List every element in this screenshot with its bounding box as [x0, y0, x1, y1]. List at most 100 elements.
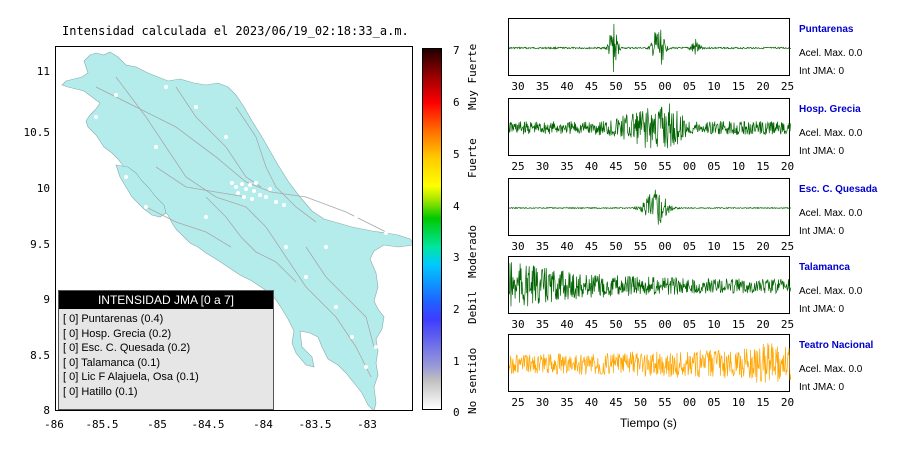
x-tick: -85 [147, 418, 167, 431]
time-tick: 30 [511, 318, 525, 331]
time-tick: 55 [633, 80, 648, 93]
trace-time-axis: 30 35 40 45 50 55 00 05 10 15 20 25 [508, 240, 794, 254]
time-tick: 55 [658, 160, 672, 173]
time-tick: 45 [584, 240, 599, 253]
time-tick: 05 [707, 396, 721, 409]
station-name: Esc. C. Quesada [799, 184, 878, 195]
time-tick: 30 [535, 160, 550, 173]
time-tick: 05 [682, 240, 697, 253]
time-tick: 40 [584, 160, 599, 173]
station-name: Hosp. Grecia [799, 104, 861, 115]
time-tick: 35 [560, 396, 574, 409]
time-tick: 50 [609, 80, 623, 93]
trace-time-axis: 30 35 40 45 50 55 00 05 10 15 20 25 [508, 80, 794, 94]
time-tick: 25 [780, 80, 795, 93]
colorbar-number: 7 [453, 44, 460, 57]
time-tick: 10 [707, 240, 721, 253]
time-tick: 25 [511, 396, 525, 409]
time-tick: 45 [584, 318, 599, 331]
y-tick: 10.5 [23, 126, 51, 139]
time-tick: 35 [535, 80, 550, 93]
time-tick: 50 [609, 240, 623, 253]
time-tick: 15 [756, 396, 770, 409]
colorbar-number: 4 [453, 200, 460, 213]
time-tick: 15 [731, 80, 746, 93]
time-tick: 25 [780, 318, 795, 331]
colorbar-number: 2 [453, 303, 460, 316]
x-tick: -83.5 [298, 418, 332, 431]
legend-row: [ 0] Lic F Alajuela, Osa (0.1) [63, 371, 199, 383]
legend-row: [ 0] Talamanca (0.1) [63, 356, 161, 369]
station-int: Int JMA: 0 [799, 382, 845, 393]
colorbar-label: No sentido [466, 347, 479, 414]
station-int: Int JMA: 0 [799, 226, 845, 237]
station-int: Int JMA: 0 [799, 304, 845, 315]
seismogram-trace [508, 178, 791, 236]
colorbar-label: Muy Fuerte [466, 43, 479, 110]
time-tick: 55 [633, 318, 648, 331]
time-tick: 25 [511, 160, 525, 173]
road-network [95, 76, 387, 378]
x-tick: -85.5 [85, 418, 119, 431]
time-tick: 55 [633, 240, 648, 253]
time-tick: 15 [731, 240, 746, 253]
time-tick: 20 [780, 396, 795, 409]
seismogram-trace [508, 18, 791, 76]
trace-time-axis: 25 30 35 40 45 50 55 00 05 10 15 20 [508, 396, 794, 410]
seismogram-trace [508, 256, 791, 314]
time-tick: 40 [560, 318, 574, 331]
costa-rica-map [61, 51, 412, 410]
x-tick: -83 [357, 418, 377, 431]
time-tick: 10 [707, 318, 721, 331]
time-tick: 20 [756, 80, 770, 93]
station-acel: Acel. Max. 0.0 [799, 208, 863, 219]
station-int: Int JMA: 0 [799, 146, 845, 157]
y-tick: 11 [36, 65, 50, 78]
time-tick: 00 [682, 396, 697, 409]
station-name: Talamanca [799, 262, 850, 273]
station-acel: Acel. Max. 0.0 [799, 364, 863, 375]
x-tick: -84.5 [191, 418, 225, 431]
intensity-colorbar [422, 48, 442, 410]
waveform [509, 343, 791, 383]
legend-title: INTENSIDAD JMA [0 a 7] [59, 291, 273, 309]
time-tick: 35 [560, 160, 574, 173]
time-tick: 55 [658, 396, 672, 409]
colorbar-number: 5 [453, 148, 460, 161]
colorbar-number: 0 [453, 406, 460, 419]
time-tick: 20 [780, 160, 795, 173]
time-tick: 20 [756, 318, 770, 331]
time-tick: 35 [535, 240, 550, 253]
time-tick: 50 [633, 160, 648, 173]
time-tick: 50 [633, 396, 648, 409]
time-tick: 10 [731, 160, 746, 173]
time-tick: 15 [756, 160, 770, 173]
colorbar-label: Debil [466, 290, 479, 324]
y-tick: 8.5 [30, 349, 50, 362]
waveform [509, 23, 791, 73]
station-dots [94, 85, 388, 369]
time-tick: 35 [535, 318, 550, 331]
time-tick: 20 [756, 240, 770, 253]
time-tick: 00 [658, 80, 672, 93]
legend-row: [ 0] Hatillo (0.1) [63, 385, 138, 398]
station-acel: Acel. Max. 0.0 [799, 128, 863, 139]
time-tick: 30 [511, 80, 525, 93]
time-tick: 05 [707, 160, 721, 173]
y-tick: 10 [36, 182, 50, 195]
colorbar-label: Fuerte [466, 138, 479, 178]
map-title: Intensidad calculada el 2023/06/19_02:18… [62, 24, 409, 38]
time-tick: 05 [682, 80, 697, 93]
y-tick: 9.5 [30, 238, 50, 251]
legend-row: [ 0] Esc. C. Quesada (0.2) [63, 342, 191, 354]
time-tick: 00 [658, 318, 672, 331]
waveform [509, 189, 791, 225]
time-tick: 30 [511, 240, 525, 253]
trace-time-axis: 25 30 35 40 45 50 55 00 05 10 15 20 [508, 160, 794, 174]
x-tick: -84 [253, 418, 273, 431]
time-tick: 00 [682, 160, 697, 173]
legend-row: [ 0] Hosp. Grecia (0.2) [63, 327, 172, 340]
time-tick: 45 [584, 80, 599, 93]
colorbar-number: 1 [453, 355, 460, 368]
time-tick: 50 [609, 318, 623, 331]
